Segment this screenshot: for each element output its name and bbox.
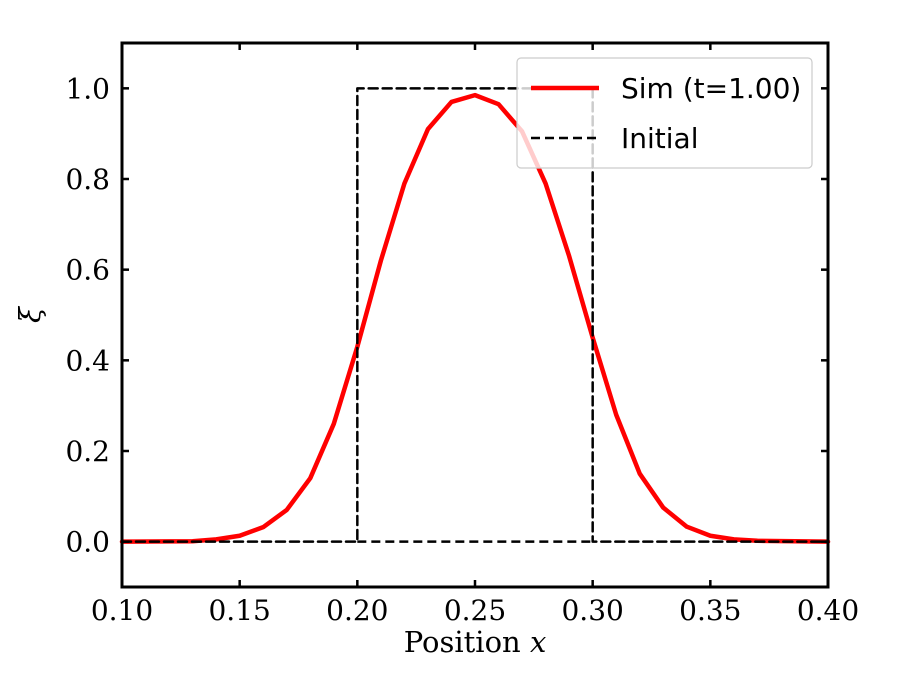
x-tick-label: 0.40 [797,594,859,627]
y-axis-title: ξ [13,305,47,323]
legend-label-initial: Initial [621,122,698,155]
x-axis-title-prefix: Position [404,625,521,659]
series-line-sim [119,92,831,544]
x-tick-label: 0.25 [444,594,506,627]
x-tick-label: 0.20 [326,594,388,627]
x-tick-label: 0.10 [91,594,153,627]
y-tick-label: 0.6 [65,254,110,287]
legend-box [516,57,813,169]
legend-label-sim: Sim (t=1.00) [621,72,801,105]
x-tick-label: 0.30 [561,594,623,627]
y-tick-label: 0.2 [65,435,110,468]
y-tick-label: 0.4 [65,344,110,377]
y-tick-label: 0.8 [65,163,110,196]
ticks-layer: 0.10 0.15 0.20 0.25 0.30 0.35 0.40 0.0 0.2 0.4 0.6… [65,43,859,627]
y-tick-label: 1.0 [65,72,110,105]
series-line-initial [120,87,830,543]
series-layer [119,87,831,544]
y-tick-label: 0.0 [65,526,110,559]
legend: Sim (t=1.00) Initial [516,57,813,169]
x-axis-title-var: x [530,625,546,659]
x-axis-title: Position x [404,625,547,659]
x-tick-label: 0.15 [208,594,270,627]
x-tick-label: 0.35 [679,594,741,627]
